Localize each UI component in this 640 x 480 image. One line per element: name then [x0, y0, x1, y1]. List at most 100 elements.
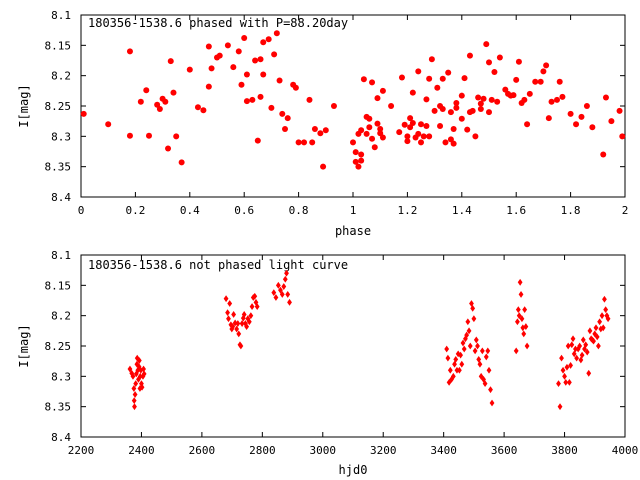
data-point	[591, 337, 596, 345]
data-point	[249, 303, 255, 310]
data-point	[352, 158, 359, 165]
data-point	[205, 43, 212, 50]
data-point	[306, 96, 313, 103]
x-tick-label: 1	[350, 204, 357, 217]
data-point	[469, 107, 476, 114]
plot-frame	[80, 254, 626, 438]
data-point	[445, 354, 451, 362]
data-point	[559, 93, 566, 100]
data-point	[515, 58, 522, 65]
data-point	[483, 353, 489, 361]
data-point	[194, 104, 201, 111]
data-point	[426, 75, 433, 82]
data-point	[137, 372, 143, 380]
data-point	[396, 129, 403, 136]
data-point	[464, 331, 470, 339]
data-point	[453, 99, 460, 106]
data-point	[616, 107, 623, 114]
data-point	[470, 304, 476, 312]
data-point	[477, 106, 484, 113]
data-point	[488, 96, 495, 103]
x-tick-label: 3800	[551, 444, 578, 457]
data-point	[130, 372, 136, 380]
data-point	[515, 306, 521, 313]
data-point	[388, 103, 395, 109]
x-tick-label: 2600	[189, 444, 216, 457]
x-tick-label: 0.4	[180, 204, 200, 217]
data-point	[244, 323, 250, 330]
data-point	[521, 330, 527, 338]
x-tick-label: 1.6	[506, 204, 526, 217]
data-point	[579, 351, 585, 359]
data-point	[224, 42, 231, 49]
data-point	[543, 62, 550, 69]
data-point	[518, 291, 524, 298]
data-point	[398, 74, 405, 81]
data-point	[225, 309, 230, 317]
data-point	[532, 78, 539, 85]
data-point	[366, 115, 373, 122]
chart-title: 180356-1538.6 not phased light curve	[88, 258, 348, 272]
data-point	[471, 315, 477, 323]
data-point	[431, 107, 438, 114]
data-point	[131, 397, 137, 404]
data-point	[140, 372, 146, 380]
data-point	[567, 110, 574, 117]
data-point	[252, 57, 259, 64]
data-point	[515, 318, 520, 326]
data-point	[200, 107, 207, 114]
data-point	[482, 380, 488, 388]
data-point	[496, 54, 503, 61]
data-point	[350, 139, 356, 146]
data-point	[246, 318, 252, 326]
data-point	[243, 98, 250, 105]
data-point	[565, 342, 571, 350]
data-point	[135, 366, 141, 374]
data-point	[407, 124, 414, 131]
data-point	[275, 281, 281, 289]
data-point	[228, 321, 234, 329]
y-tick-label: 8.35	[45, 161, 72, 174]
data-point	[241, 311, 247, 318]
data-point	[458, 115, 465, 122]
data-point	[154, 101, 161, 108]
data-point	[545, 115, 552, 122]
data-point	[480, 95, 487, 102]
data-point	[434, 84, 441, 91]
data-point	[466, 327, 472, 335]
data-point	[523, 323, 529, 330]
data-point	[268, 104, 275, 111]
data-point	[284, 269, 289, 277]
data-point	[596, 342, 601, 350]
data-point	[216, 52, 223, 59]
data-point	[489, 399, 495, 407]
data-point	[165, 145, 172, 152]
data-point	[574, 354, 580, 362]
x-tick-label: 0.8	[289, 204, 309, 217]
data-point	[488, 386, 493, 394]
data-point	[374, 120, 381, 127]
data-point	[358, 157, 365, 164]
data-point	[599, 312, 605, 320]
data-point	[377, 130, 384, 137]
data-point	[420, 133, 427, 140]
data-point	[477, 100, 484, 107]
data-point	[473, 336, 479, 344]
y-tick-label: 8.35	[45, 401, 72, 414]
data-point	[360, 76, 367, 83]
x-tick-label: 1.4	[452, 204, 472, 217]
data-point	[450, 126, 457, 133]
data-point	[260, 71, 267, 78]
x-tick-label: 3600	[491, 444, 518, 457]
data-point	[580, 336, 586, 344]
data-point	[186, 66, 193, 73]
data-point	[363, 130, 370, 137]
data-point	[517, 278, 523, 286]
data-point	[461, 75, 468, 82]
data-point	[230, 64, 237, 71]
data-point	[453, 104, 460, 111]
data-point	[173, 133, 180, 140]
data-point	[526, 90, 533, 97]
data-point	[415, 68, 422, 75]
x-tick-label: 1.2	[397, 204, 417, 217]
